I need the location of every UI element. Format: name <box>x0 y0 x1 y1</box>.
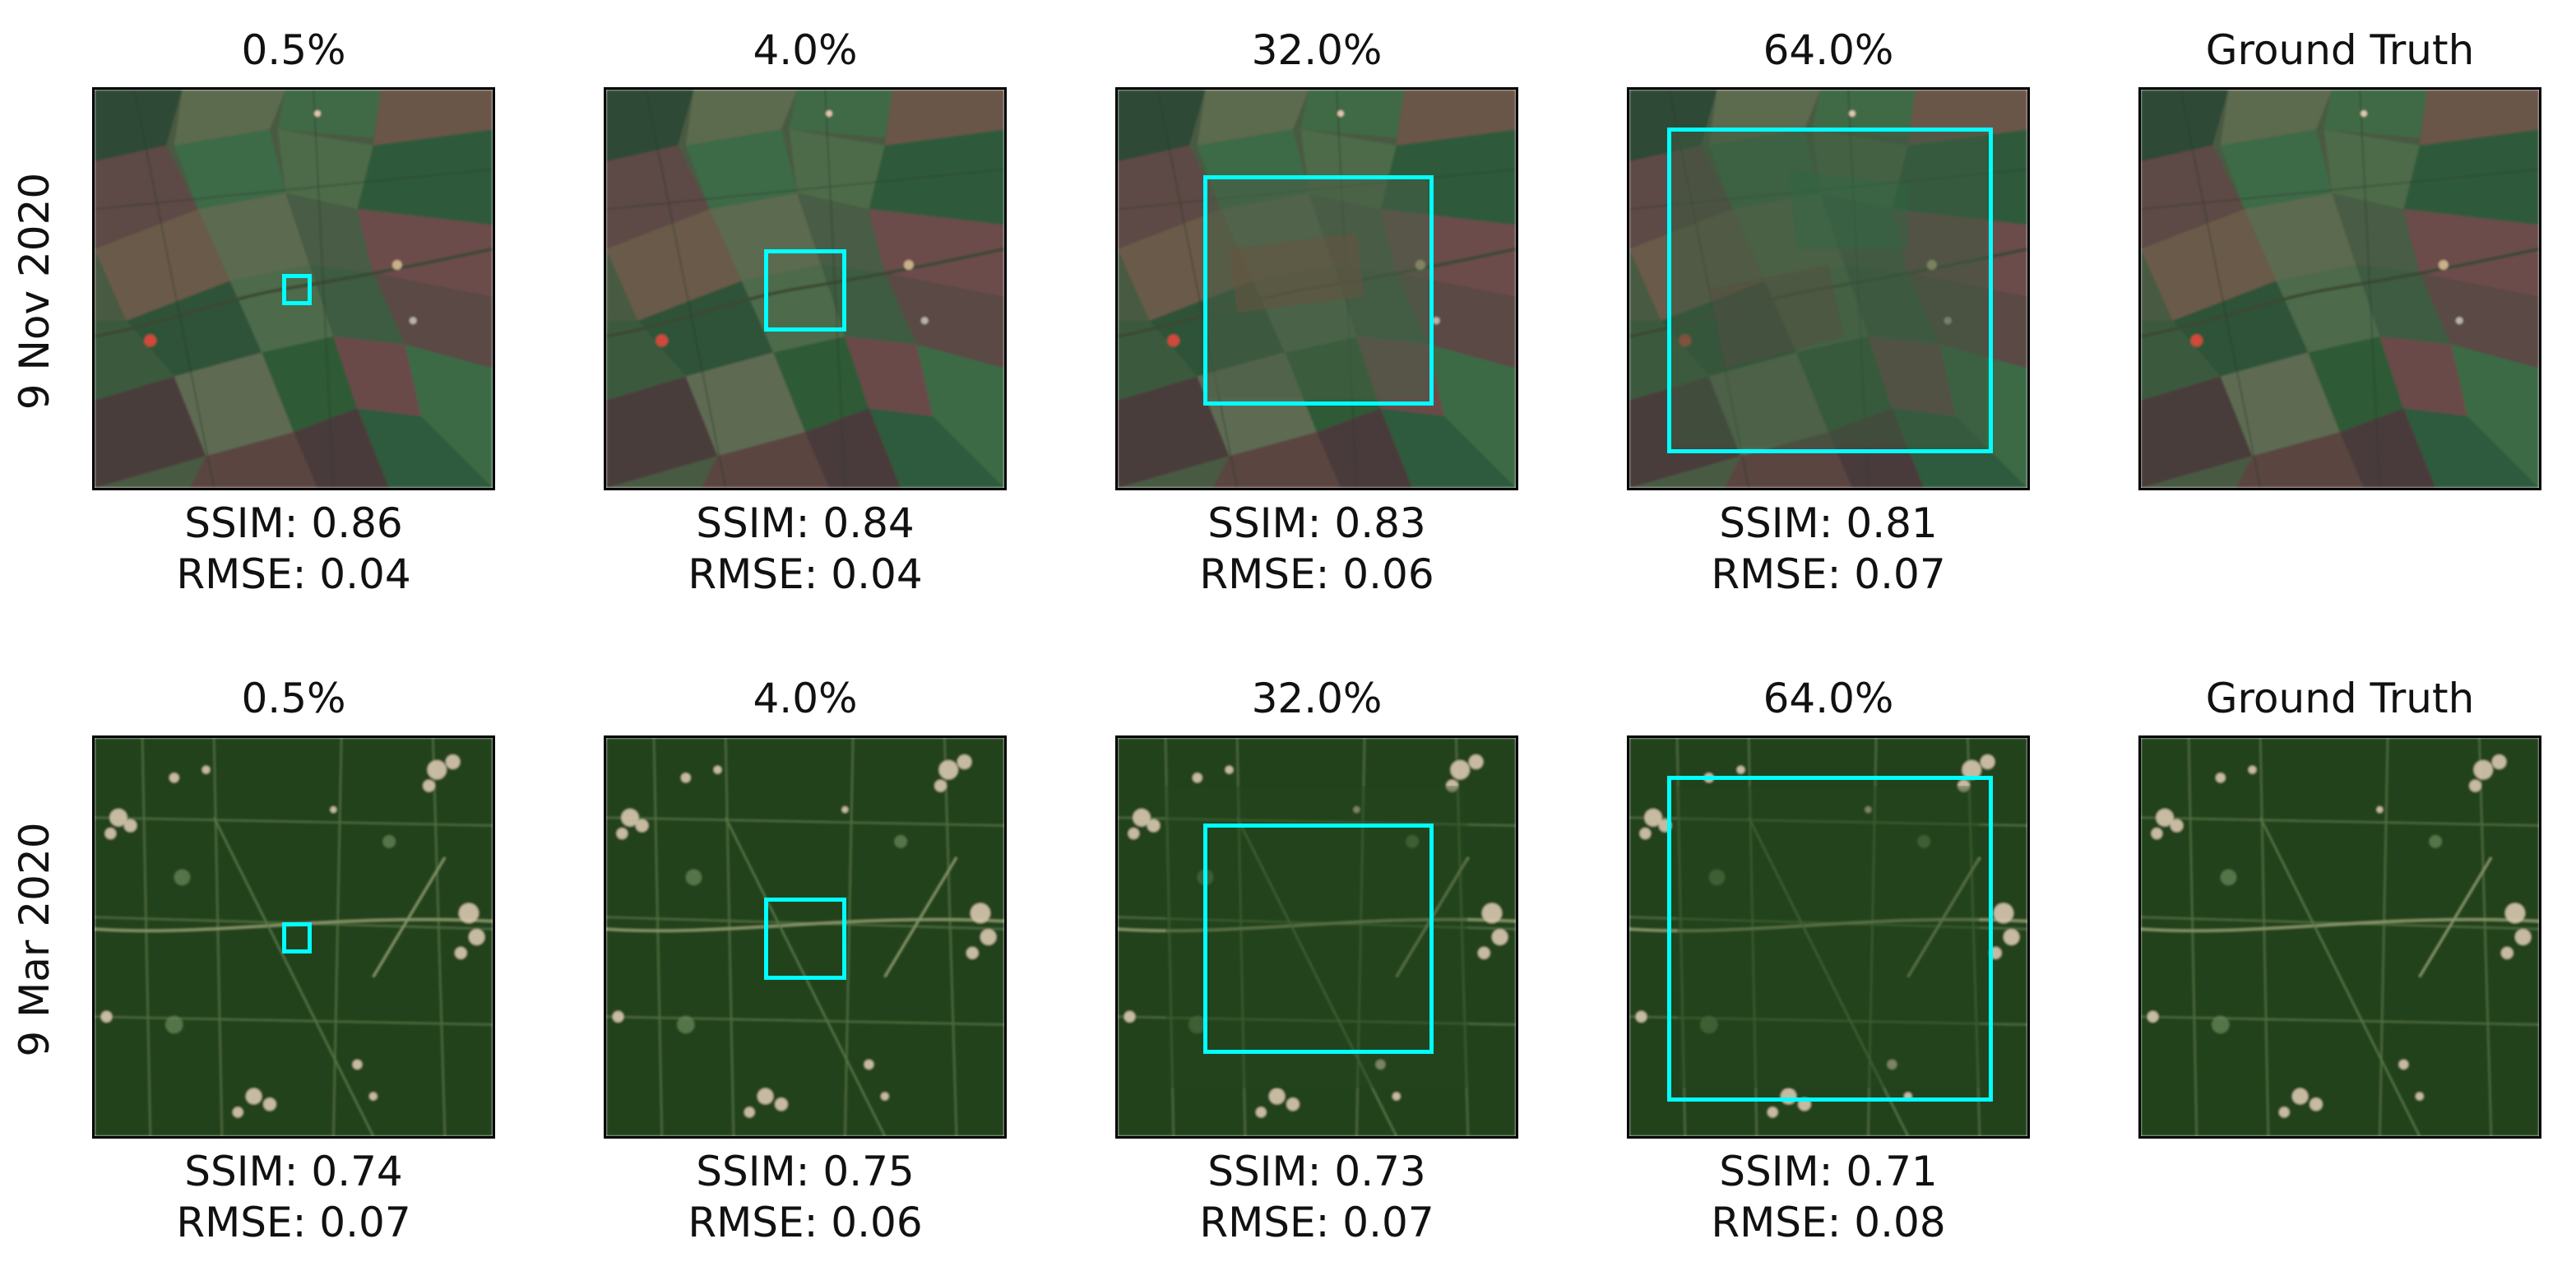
rmse-label: RMSE: 0.07 <box>176 1199 411 1246</box>
image-panel-r2-c2 <box>604 735 1007 1139</box>
mask-box <box>1667 128 1993 453</box>
rmse-label: RMSE: 0.06 <box>688 1199 923 1246</box>
image-panel-r2-ground-truth <box>2138 735 2541 1139</box>
rmse-label: RMSE: 0.06 <box>1199 550 1434 598</box>
mask-box <box>1203 175 1434 406</box>
rmse-label: RMSE: 0.04 <box>176 550 411 598</box>
image-panel-r2-c3 <box>1115 735 1518 1139</box>
mask-box <box>764 249 846 332</box>
panel-title: 64.0% <box>1763 26 1894 74</box>
rmse-label: RMSE: 0.04 <box>688 550 923 598</box>
panel-title: 4.0% <box>753 26 858 74</box>
satellite-image <box>2141 90 2539 488</box>
row-label-2: 9 Mar 2020 <box>11 822 58 1057</box>
panel-title: 4.0% <box>753 675 858 722</box>
ssim-label: SSIM: 0.81 <box>1719 499 1938 547</box>
image-panel-r2-c4 <box>1627 735 2030 1139</box>
panel-title: 0.5% <box>241 675 346 722</box>
rmse-label: RMSE: 0.08 <box>1711 1199 1946 1246</box>
row-label-1: 9 Nov 2020 <box>11 172 58 411</box>
ssim-label: SSIM: 0.74 <box>184 1148 403 1195</box>
ssim-label: SSIM: 0.75 <box>696 1148 915 1195</box>
ssim-label: SSIM: 0.84 <box>696 499 915 547</box>
ssim-label: SSIM: 0.71 <box>1719 1148 1938 1195</box>
mask-box <box>764 898 846 980</box>
panel-title: 64.0% <box>1763 675 1894 722</box>
image-panel-r1-c1 <box>92 87 495 490</box>
panel-title: 32.0% <box>1251 26 1383 74</box>
mask-box <box>1203 824 1434 1054</box>
mask-box <box>1667 776 1993 1102</box>
ssim-label: SSIM: 0.83 <box>1207 499 1426 547</box>
satellite-image <box>2141 738 2539 1136</box>
image-panel-r2-c1 <box>92 735 495 1139</box>
panel-title: 0.5% <box>241 26 346 74</box>
ssim-label: SSIM: 0.86 <box>184 499 403 547</box>
panel-title: Ground Truth <box>2205 26 2475 74</box>
rmse-label: RMSE: 0.07 <box>1199 1199 1434 1246</box>
ssim-label: SSIM: 0.73 <box>1207 1148 1426 1195</box>
image-panel-r1-c2 <box>604 87 1007 490</box>
image-panel-r1-ground-truth <box>2138 87 2541 490</box>
image-panel-r1-c4 <box>1627 87 2030 490</box>
rmse-label: RMSE: 0.07 <box>1711 550 1946 598</box>
panel-title: 32.0% <box>1251 675 1383 722</box>
panel-title: Ground Truth <box>2205 675 2475 722</box>
image-panel-r1-c3 <box>1115 87 1518 490</box>
mask-box <box>282 274 312 305</box>
mask-box <box>282 922 312 954</box>
